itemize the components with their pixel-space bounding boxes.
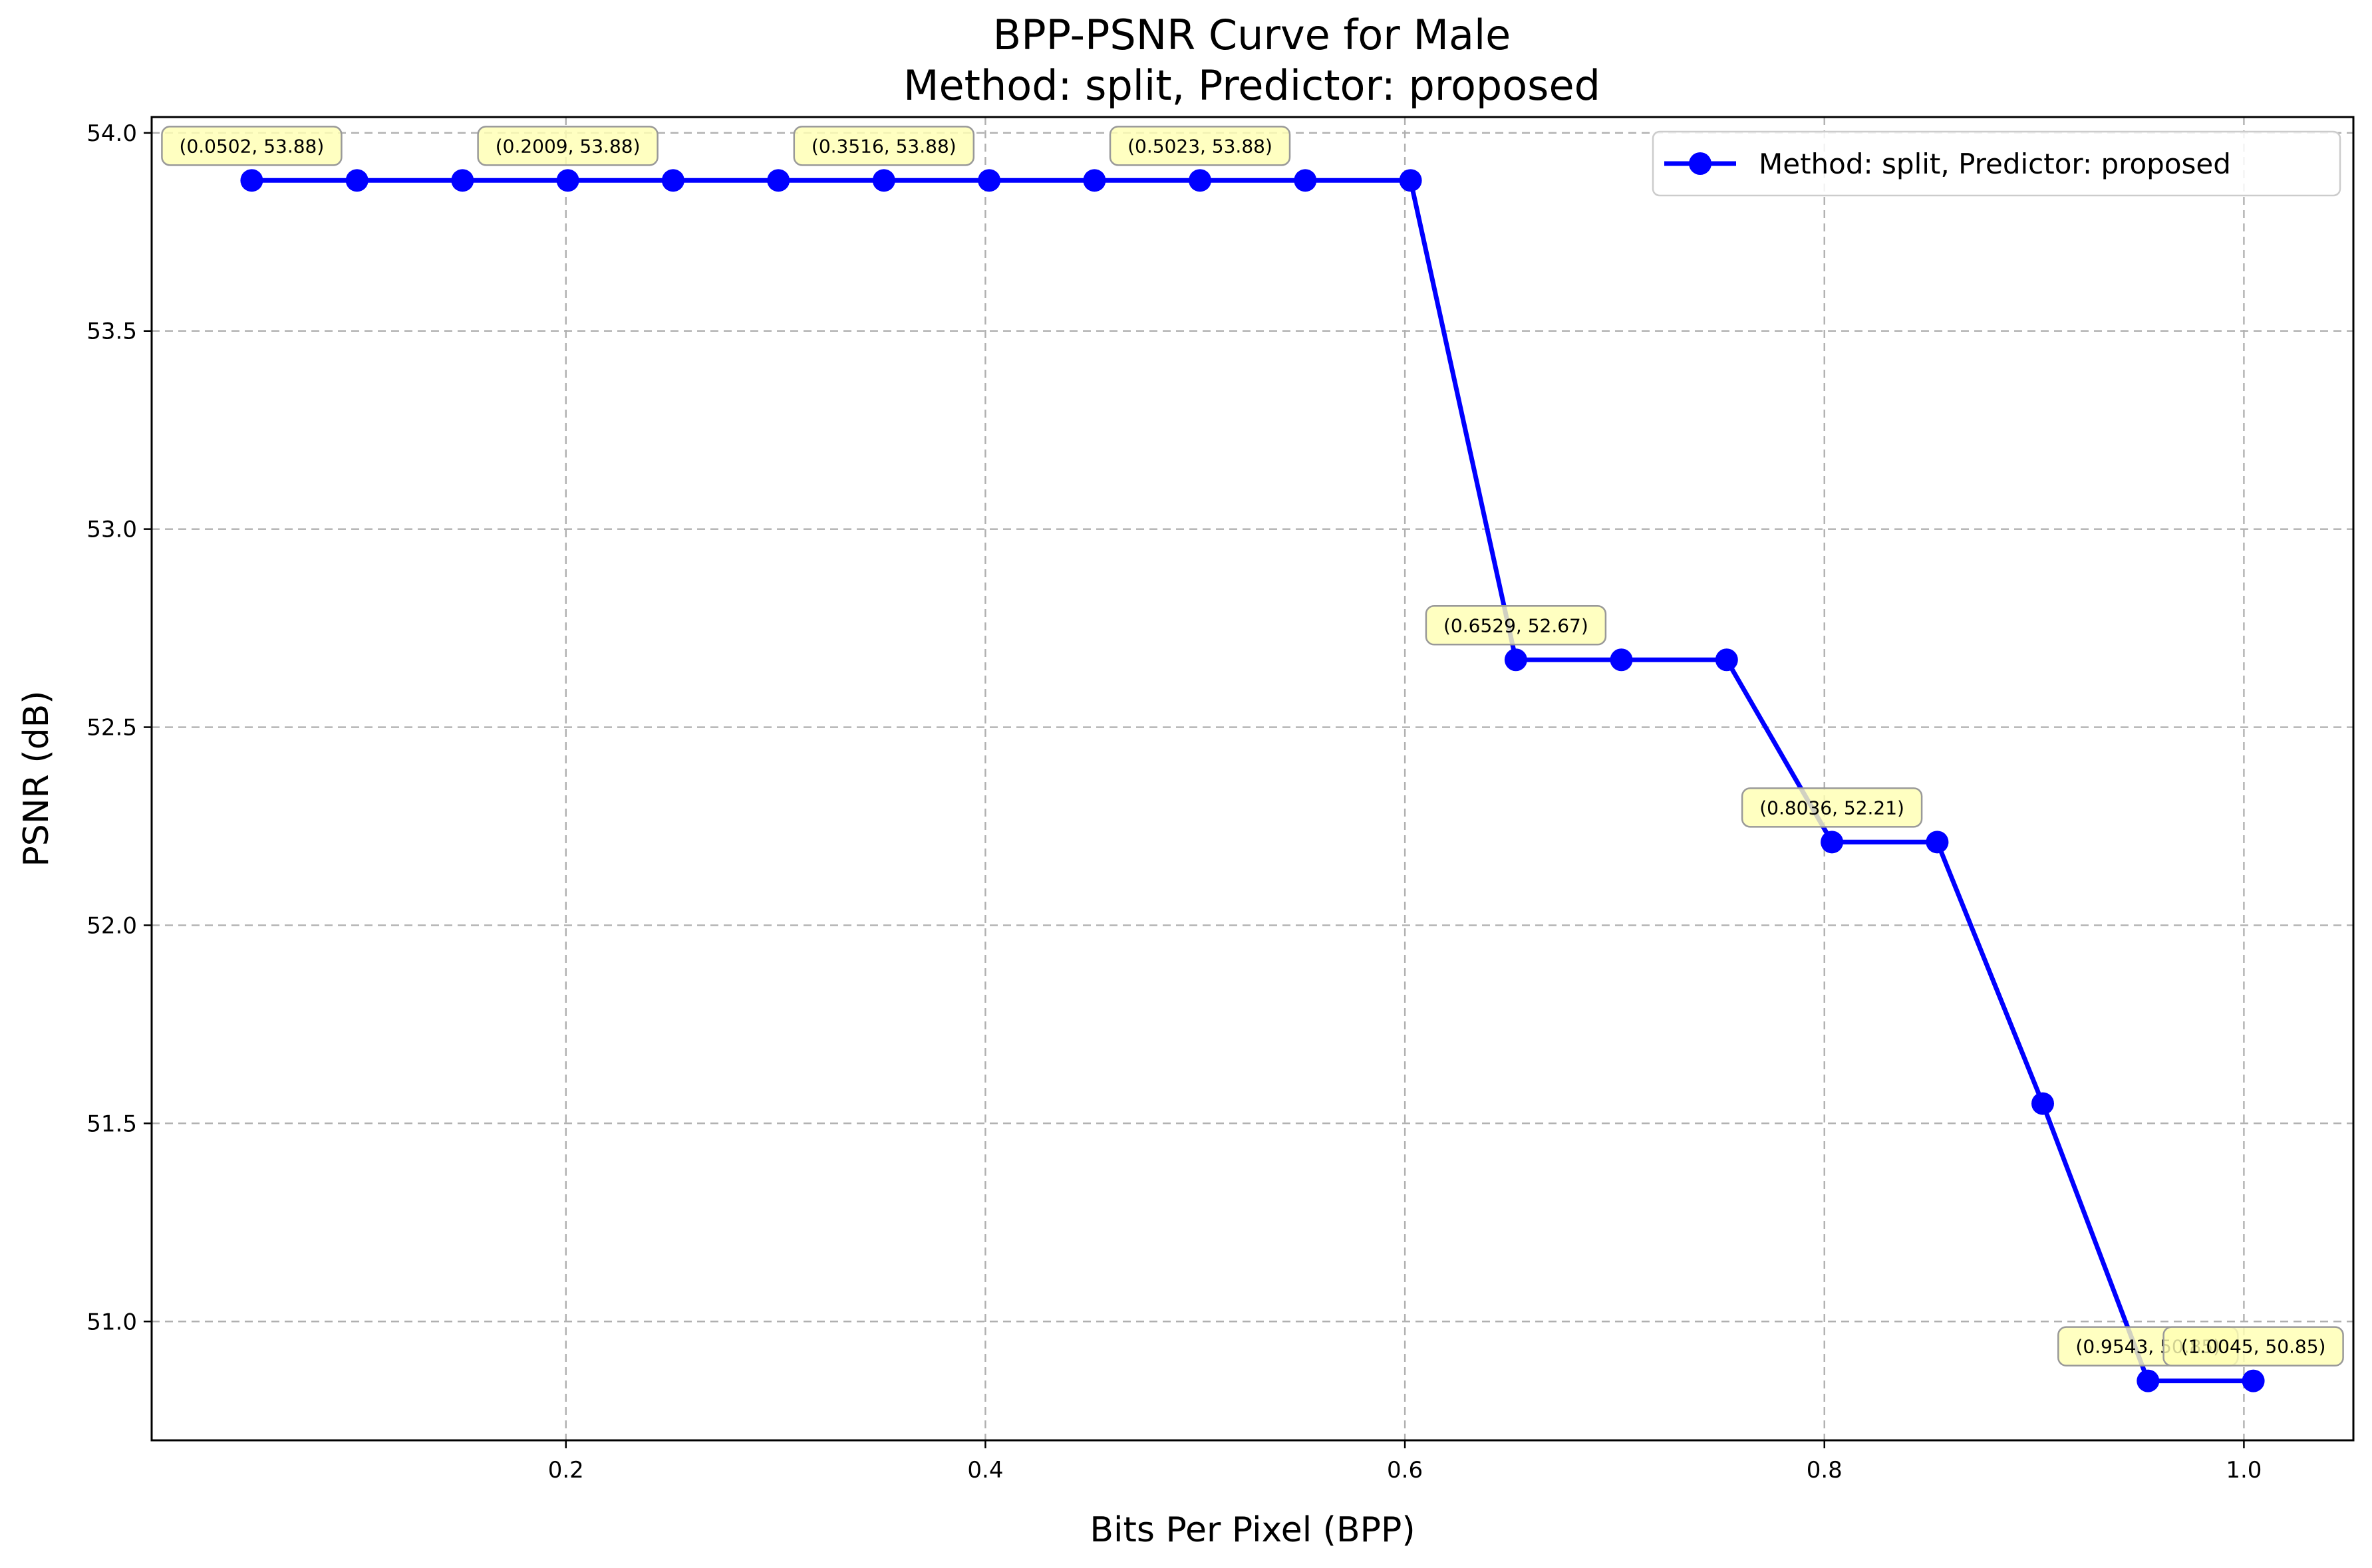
y-tick-label: 54.0 <box>86 120 137 147</box>
data-point <box>2137 1369 2160 1392</box>
y-tick-label: 52.0 <box>86 912 137 939</box>
data-point <box>2242 1369 2265 1392</box>
data-point <box>1189 169 1212 192</box>
annotation-label: (0.0502, 53.88) <box>180 135 325 157</box>
x-tick-label: 0.4 <box>967 1457 1003 1484</box>
legend-entry-label: Method: split, Predictor: proposed <box>1759 148 2231 180</box>
data-point <box>1294 169 1317 192</box>
series-layer <box>240 169 2265 1392</box>
annotation-label: (0.2009, 53.88) <box>496 135 641 157</box>
y-tick-label: 53.0 <box>86 517 137 543</box>
annotation-box <box>1741 787 1923 828</box>
data-point <box>1715 648 1738 672</box>
data-point <box>978 169 1001 192</box>
y-tick-label: 53.5 <box>86 319 137 345</box>
y-axis-label: PSNR (dB) <box>17 690 57 866</box>
data-point <box>661 169 684 192</box>
annotation-label: (0.5023, 53.88) <box>1127 135 1272 157</box>
data-point <box>2031 1092 2054 1115</box>
x-tick-label: 0.8 <box>1807 1457 1843 1484</box>
data-point <box>1926 831 1949 854</box>
data-point <box>767 169 790 192</box>
y-tick-label: 52.5 <box>86 715 137 741</box>
chart-subtitle: Method: split, Predictor: proposed <box>903 61 1600 110</box>
data-point <box>1399 169 1422 192</box>
x-tick-label: 1.0 <box>2226 1457 2262 1484</box>
y-tick-label: 51.0 <box>86 1309 137 1335</box>
annotation-label: (0.3516, 53.88) <box>812 135 957 157</box>
annotation-box <box>477 126 659 166</box>
axis-ticks: 0.2 0.4 0.6 0.8 1.0 51.0 51.5 52.0 52.5 53.0 53.5 5… <box>86 120 2262 1484</box>
annotation-box <box>1109 126 1291 166</box>
annotation-label: (0.6529, 52.67) <box>1443 614 1588 636</box>
data-point <box>1610 648 1633 672</box>
legend: Method: split, Predictor: proposed <box>1652 130 2341 197</box>
data-point <box>451 169 474 192</box>
data-point <box>1083 169 1106 192</box>
data-point <box>556 169 579 192</box>
annotation-layer: (0.0502, 53.88) (0.2009, 53.88) (0.3516, 5… <box>161 126 2344 1367</box>
annotation-box <box>1425 605 1607 646</box>
annotation-box <box>161 126 343 166</box>
chart-title: BPP-PSNR Curve for Male <box>993 11 1511 59</box>
y-tick-label: 51.5 <box>86 1111 137 1137</box>
legend-box <box>1652 130 2341 197</box>
series-line <box>251 178 2254 1384</box>
x-tick-label: 0.6 <box>1387 1457 1423 1484</box>
annotation-box <box>2162 1326 2344 1367</box>
x-tick-label: 0.2 <box>548 1457 584 1484</box>
data-point <box>345 169 369 192</box>
plot-area-frame <box>150 116 2355 1442</box>
x-axis-label: Bits Per Pixel (BPP) <box>1090 1510 1415 1550</box>
annotation-label: (0.8036, 52.21) <box>1759 797 1904 819</box>
annotation-label: (1.0045, 50.85) <box>2181 1336 2326 1358</box>
data-point <box>1821 831 1844 854</box>
data-point <box>240 169 263 192</box>
data-point <box>872 169 895 192</box>
legend-marker-swatch <box>1689 152 1711 175</box>
annotation-box <box>793 126 975 166</box>
data-point <box>1504 648 1527 672</box>
